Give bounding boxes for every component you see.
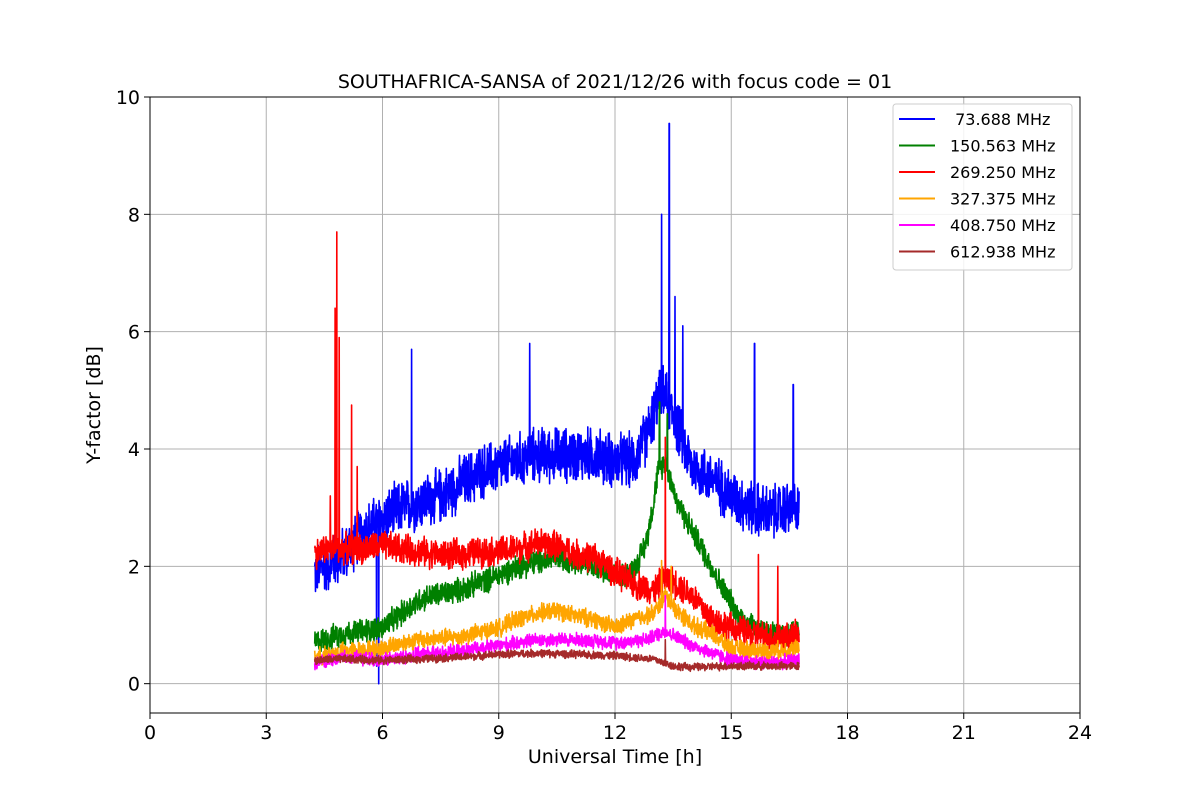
series-line-0 <box>313 122 800 685</box>
series-layer <box>313 122 800 685</box>
legend: 73.688 MHz 150.563 MHz 269.250 MHz 327.375 … <box>892 103 1073 271</box>
legend-box <box>892 103 1073 271</box>
y-tick-label: 0 <box>128 674 140 696</box>
series-line-3 <box>313 559 800 666</box>
y-axis: 0 2 4 6 8 10 <box>116 87 150 696</box>
x-tick-label: 3 <box>260 722 272 744</box>
legend-label: 408.750 MHz <box>950 216 1055 235</box>
legend-label: 612.938 MHz <box>950 243 1055 262</box>
x-tick-label: 9 <box>493 722 505 744</box>
x-tick-label: 15 <box>719 722 743 744</box>
series-line-2 <box>313 231 800 654</box>
x-axis: 0 3 6 9 12 15 18 21 24 <box>144 713 1092 744</box>
y-tick-label: 8 <box>128 204 140 226</box>
y-axis-label: Y-factor [dB] <box>83 346 105 465</box>
chart-title: SOUTHAFRICA-SANSA of 2021/12/26 with foc… <box>338 71 892 93</box>
y-tick-label: 6 <box>128 322 140 344</box>
x-tick-label: 24 <box>1068 722 1092 744</box>
y-tick-label: 10 <box>116 87 140 109</box>
y-tick-label: 2 <box>128 556 140 578</box>
legend-label: 150.563 MHz <box>950 137 1055 156</box>
x-axis-label: Universal Time [h] <box>528 746 702 768</box>
legend-label: 269.250 MHz <box>950 163 1055 182</box>
series-line-5 <box>313 638 800 673</box>
y-tick-label: 4 <box>128 439 140 461</box>
x-tick-label: 12 <box>603 722 627 744</box>
x-tick-label: 6 <box>376 722 388 744</box>
x-tick-label: 0 <box>144 722 156 744</box>
x-tick-label: 21 <box>952 722 976 744</box>
x-tick-label: 18 <box>835 722 859 744</box>
legend-label: 73.688 MHz <box>950 110 1050 129</box>
legend-label: 327.375 MHz <box>950 190 1055 209</box>
